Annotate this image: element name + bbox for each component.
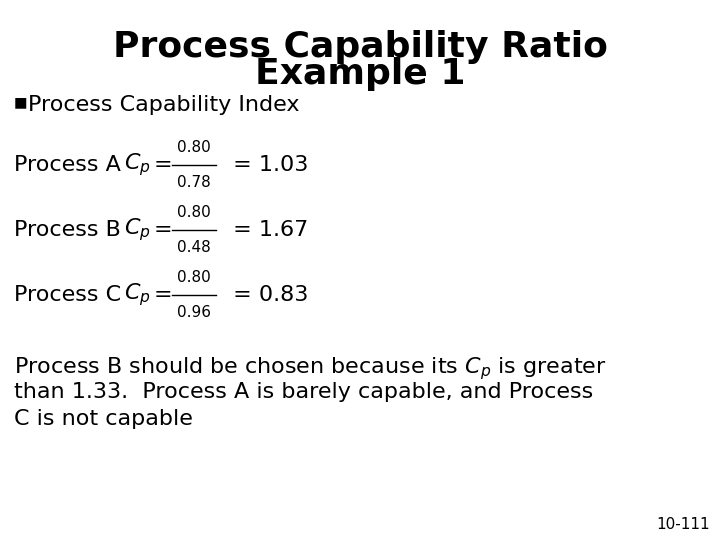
Text: 0.80: 0.80 bbox=[177, 205, 211, 220]
Text: 10-111: 10-111 bbox=[657, 517, 710, 532]
Text: Process Capability Index: Process Capability Index bbox=[28, 95, 300, 115]
Text: Process Capability Ratio: Process Capability Ratio bbox=[112, 30, 608, 64]
Text: = 1.67: = 1.67 bbox=[226, 220, 308, 240]
Text: = 0.83: = 0.83 bbox=[226, 285, 308, 305]
Text: 0.80: 0.80 bbox=[177, 140, 211, 155]
Text: $C_p$: $C_p$ bbox=[124, 217, 150, 244]
Text: 0.48: 0.48 bbox=[177, 240, 211, 255]
Text: $C_p$: $C_p$ bbox=[124, 152, 150, 178]
Text: Example 1: Example 1 bbox=[255, 57, 465, 91]
Text: Process B: Process B bbox=[14, 220, 128, 240]
Text: 0.78: 0.78 bbox=[177, 175, 211, 190]
Text: Process B should be chosen because its $C_p$ is greater: Process B should be chosen because its $… bbox=[14, 355, 606, 382]
Text: $C_p$: $C_p$ bbox=[124, 281, 150, 308]
Text: =: = bbox=[154, 220, 173, 240]
Text: Process C: Process C bbox=[14, 285, 128, 305]
Text: ■: ■ bbox=[14, 95, 27, 109]
Text: Process A: Process A bbox=[14, 155, 128, 175]
Text: =: = bbox=[154, 285, 173, 305]
Text: 0.80: 0.80 bbox=[177, 270, 211, 285]
Text: C is not capable: C is not capable bbox=[14, 409, 193, 429]
Text: =: = bbox=[154, 155, 173, 175]
Text: than 1.33.  Process A is barely capable, and Process: than 1.33. Process A is barely capable, … bbox=[14, 382, 593, 402]
Text: = 1.03: = 1.03 bbox=[226, 155, 308, 175]
Text: 0.96: 0.96 bbox=[177, 305, 211, 320]
